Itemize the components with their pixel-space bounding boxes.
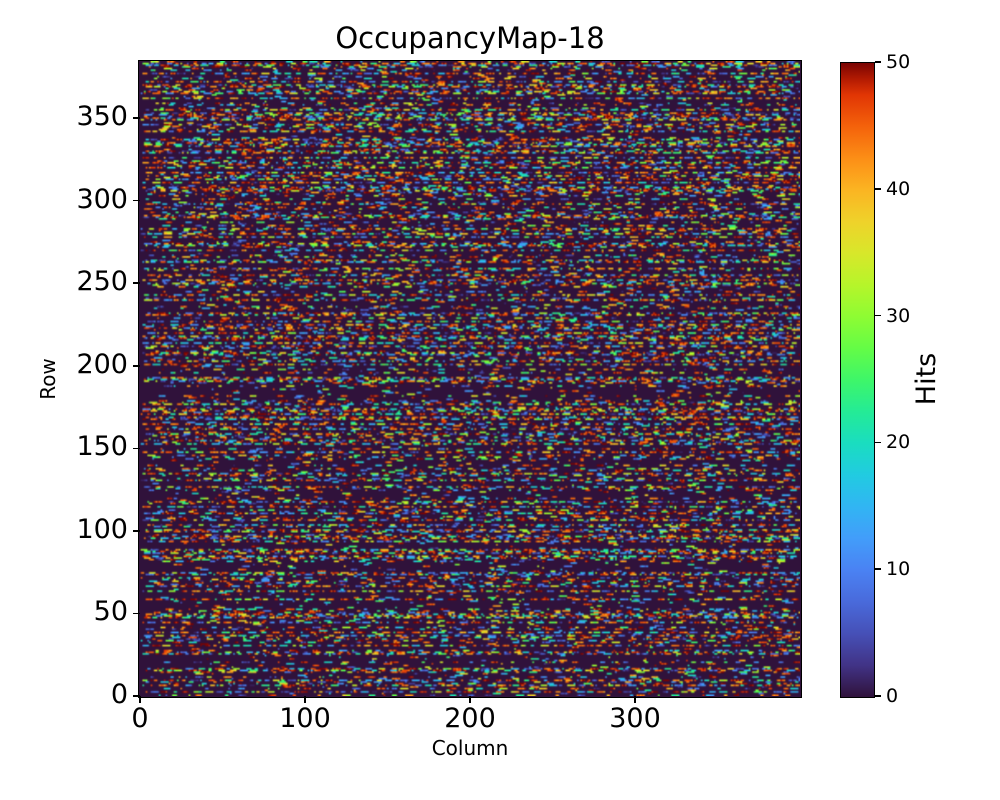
- y-tick-mark: [133, 282, 140, 285]
- x-tick-mark: [304, 696, 306, 703]
- x-tick-label: 0: [131, 703, 149, 734]
- colorbar-tick-mark: [874, 188, 881, 190]
- colorbar-label: Hits: [911, 352, 942, 406]
- y-tick-mark: [133, 117, 140, 119]
- colorbar-tick-mark: [874, 441, 881, 444]
- y-tick-label: 150: [76, 431, 128, 463]
- colorbar-tick-label: 0: [886, 685, 899, 707]
- x-tick-label: 300: [609, 703, 661, 734]
- x-tick-label: 200: [444, 703, 496, 734]
- y-tick-label: 50: [93, 596, 128, 628]
- y-tick-mark: [133, 530, 140, 532]
- y-tick-label: 350: [76, 101, 128, 133]
- y-tick-mark: [133, 612, 140, 615]
- y-tick-mark: [133, 447, 140, 450]
- heatmap-canvas: [139, 61, 800, 696]
- x-tick-label: 100: [279, 703, 331, 734]
- y-tick-mark: [133, 695, 140, 697]
- colorbar-tick-mark: [874, 314, 881, 317]
- x-tick-mark: [469, 696, 471, 703]
- colorbar-tick-label: 40: [886, 177, 911, 200]
- colorbar-tick-mark: [874, 61, 881, 63]
- y-axis-label: Row: [36, 358, 60, 400]
- colorbar-tick-label: 20: [886, 431, 911, 454]
- y-tick-label: 300: [76, 183, 128, 215]
- y-tick-mark: [133, 364, 140, 367]
- y-tick-label: 200: [76, 348, 128, 380]
- colorbar: [840, 62, 875, 698]
- y-tick-label: 250: [76, 266, 128, 298]
- x-tick-mark: [139, 696, 141, 703]
- colorbar-tick-label: 50: [886, 51, 911, 73]
- colorbar-tick-mark: [874, 695, 881, 697]
- y-tick-label: 100: [76, 514, 128, 546]
- colorbar-tick-mark: [874, 568, 881, 570]
- colorbar-tick-label: 30: [886, 304, 911, 327]
- chart-title: OccupancyMap-18: [335, 21, 605, 55]
- colorbar-tick-label: 10: [886, 558, 911, 581]
- x-tick-mark: [634, 696, 636, 703]
- x-axis-label: Column: [431, 736, 509, 760]
- plot-area: [138, 60, 802, 698]
- y-tick-label: 0: [110, 679, 128, 711]
- y-tick-mark: [133, 199, 140, 202]
